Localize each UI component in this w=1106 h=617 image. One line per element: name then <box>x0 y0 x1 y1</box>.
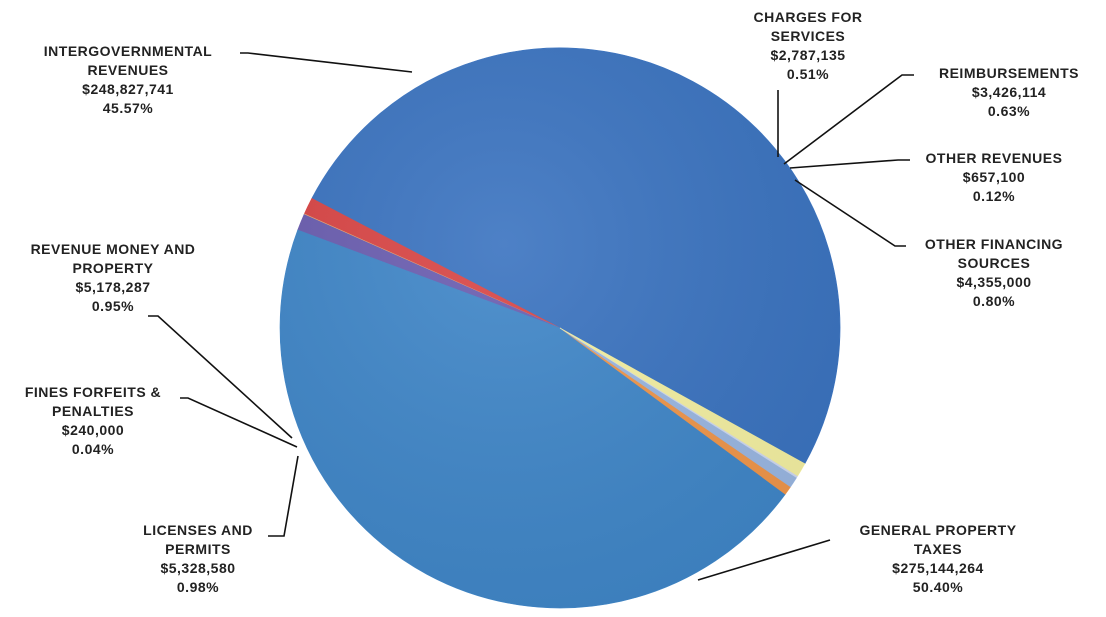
slice-label-value: $5,328,580 <box>160 560 236 576</box>
slice-label-name: LICENSES AND <box>143 522 253 538</box>
slice-label-name: SOURCES <box>957 255 1031 271</box>
slice-label-name: INTERGOVERNMENTAL <box>43 43 213 59</box>
leader-line-reimbursements <box>783 74 914 165</box>
slice-label-other-financing: OTHER FINANCING SOURCES $4,355,000 0.80% <box>905 235 1083 311</box>
slice-label-charges: CHARGES FOR SERVICES $2,787,135 0.51% <box>738 8 878 84</box>
slice-label-percent: 0.63% <box>987 103 1031 119</box>
slice-label-fines: FINES FORFEITS & PENALTIES $240,000 0.04% <box>8 383 178 459</box>
slice-label-other-revenues: OTHER REVENUES $657,100 0.12% <box>905 149 1083 206</box>
slice-label-licenses: LICENSES AND PERMITS $5,328,580 0.98% <box>118 521 278 597</box>
slice-label-name: GENERAL PROPERTY <box>859 522 1017 538</box>
slice-label-name: FINES FORFEITS & <box>24 384 162 400</box>
slice-label-name: REVENUE MONEY AND <box>30 241 196 257</box>
slice-label-percent: 50.40% <box>912 579 964 595</box>
slice-label-general-property: GENERAL PROPERTY TAXES $275,144,264 50.40% <box>833 521 1043 597</box>
leader-line-revenue-money <box>148 315 293 439</box>
slice-label-name: OTHER REVENUES <box>925 150 1063 166</box>
slice-label-name: PERMITS <box>165 541 231 557</box>
slice-label-percent: 0.51% <box>786 66 830 82</box>
slice-label-percent: 45.57% <box>102 100 154 116</box>
slice-label-percent: 0.80% <box>972 293 1016 309</box>
slice-label-value: $240,000 <box>61 422 125 438</box>
slice-label-percent: 0.12% <box>972 188 1016 204</box>
slice-label-intergovernmental: INTERGOVERNMENTAL REVENUES $248,827,741 45.… <box>20 42 236 118</box>
leader-line-fines <box>180 397 298 448</box>
slice-label-name: REVENUES <box>87 62 169 78</box>
slice-label-value: $657,100 <box>962 169 1026 185</box>
slice-label-revenue-money: REVENUE MONEY AND PROPERTY $5,178,287 0.95% <box>5 240 221 316</box>
slice-label-name: CHARGES FOR <box>753 9 863 25</box>
leader-line-intergovernmental <box>240 52 413 73</box>
slice-label-reimbursements: REIMBURSEMENTS $3,426,114 0.63% <box>920 64 1098 121</box>
slice-label-value: $2,787,135 <box>770 47 846 63</box>
slice-label-value: $248,827,741 <box>82 81 174 97</box>
slice-label-percent: 0.04% <box>71 441 115 457</box>
slice-label-value: $5,178,287 <box>75 279 151 295</box>
leader-line-other-revenues <box>789 159 910 169</box>
slice-label-name: SERVICES <box>770 28 846 44</box>
slice-label-percent: 0.98% <box>176 579 220 595</box>
slice-label-value: $275,144,264 <box>892 560 984 576</box>
slice-label-value: $4,355,000 <box>956 274 1032 290</box>
slice-label-name: TAXES <box>913 541 963 557</box>
slice-label-name: OTHER FINANCING <box>924 236 1064 252</box>
slice-label-percent: 0.95% <box>91 298 135 314</box>
slice-label-name: REIMBURSEMENTS <box>938 65 1079 81</box>
slice-label-name: PROPERTY <box>72 260 154 276</box>
slice-label-value: $3,426,114 <box>971 84 1047 100</box>
slice-label-name: PENALTIES <box>51 403 135 419</box>
